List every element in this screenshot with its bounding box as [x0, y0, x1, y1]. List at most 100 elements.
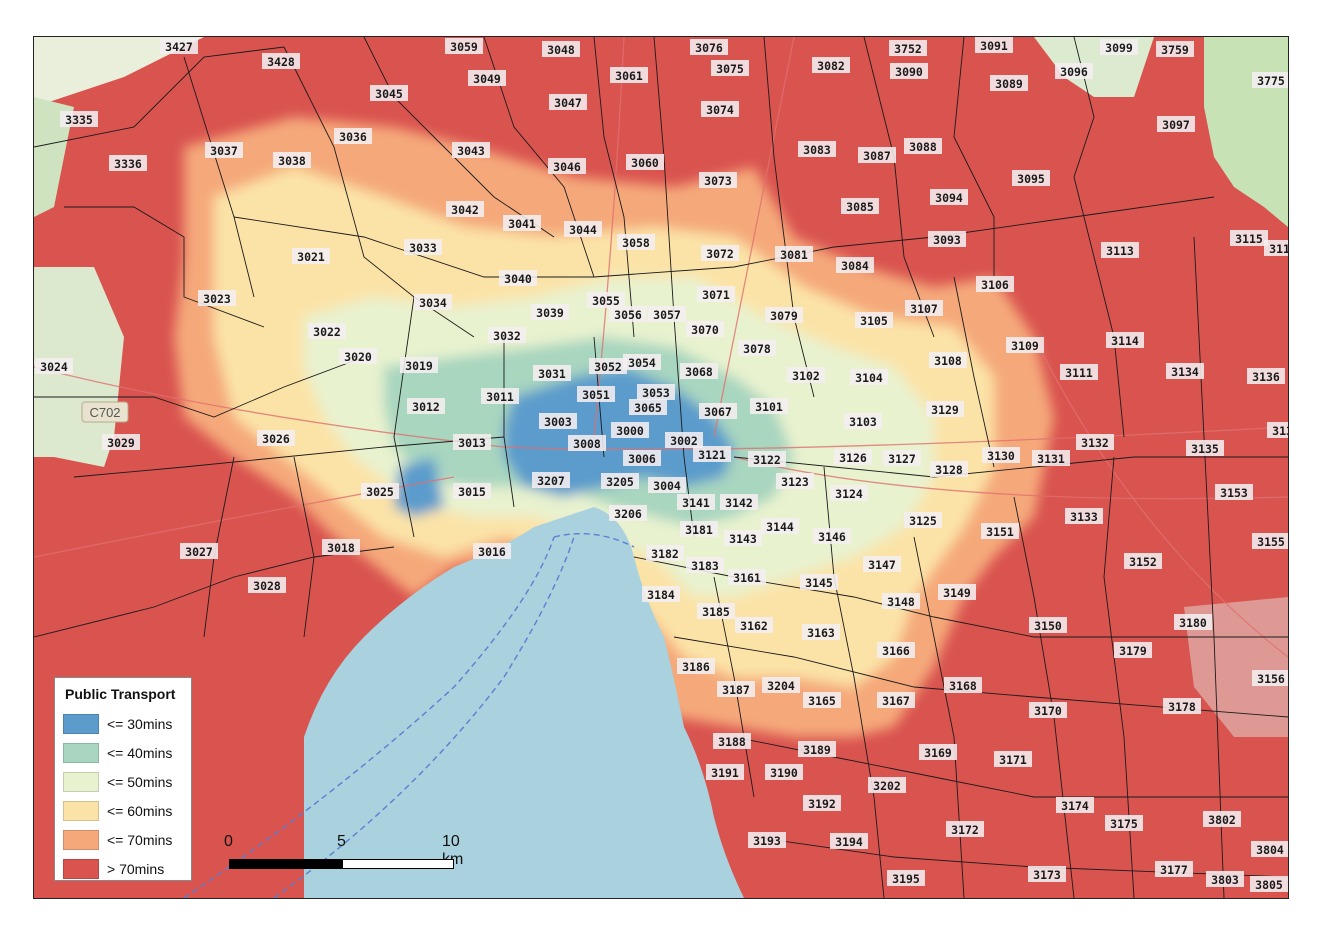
postcode-label: 3145: [800, 574, 838, 590]
postcode-label-bg: [453, 483, 491, 499]
postcode-label-bg: [982, 447, 1020, 463]
postcode-label: 3162: [735, 617, 773, 633]
postcode-label-text: 3146: [818, 530, 846, 544]
postcode-label: 3127: [883, 450, 921, 466]
postcode-label: 3156: [1252, 670, 1288, 686]
postcode-label-text: 3104: [855, 371, 883, 385]
postcode-label-text: 3006: [628, 452, 656, 466]
postcode-label: 3023: [198, 290, 236, 306]
postcode-label-bg: [887, 870, 925, 886]
road-shield: C702: [81, 401, 129, 423]
postcode-label: 3802: [1203, 811, 1241, 827]
postcode-label-bg: [735, 617, 773, 633]
postcode-label-bg: [361, 483, 399, 499]
postcode-label-text: 3142: [725, 496, 753, 510]
postcode-label-text: 3804: [1256, 843, 1284, 857]
postcode-label: 3172: [946, 821, 984, 837]
postcode-label-text: 3131: [1037, 452, 1065, 466]
postcode-label: 3146: [813, 528, 851, 544]
postcode-label-bg: [646, 545, 684, 561]
postcode-label-bg: [1250, 876, 1288, 892]
scale-bar-white: [342, 859, 454, 869]
postcode-label-bg: [976, 276, 1014, 292]
postcode-label-bg: [257, 430, 295, 446]
postcode-label: 3180: [1174, 614, 1212, 630]
postcode-label: 3102: [787, 367, 825, 383]
postcode-label-text: 3148: [887, 595, 915, 609]
postcode-label-text: 3037: [210, 144, 238, 158]
postcode-label-bg: [798, 741, 836, 757]
postcode-label-bg: [787, 367, 825, 383]
postcode-label-bg: [904, 138, 942, 154]
postcode-label-bg: [609, 306, 647, 322]
postcode-label-bg: [180, 543, 218, 559]
postcode-label: 3153: [1215, 484, 1253, 500]
postcode-label-text: 3132: [1081, 436, 1109, 450]
postcode-label: 3034: [414, 294, 452, 310]
postcode-label: 3097: [1157, 116, 1195, 132]
legend-item-70: <= 70mins: [63, 825, 183, 854]
postcode-label: 3012: [407, 398, 445, 414]
postcode-label-text: 3034: [419, 296, 447, 310]
postcode-label-text: 3128: [935, 463, 963, 477]
postcode-label-text: 3081: [780, 248, 808, 262]
postcode-label-text: 3163: [807, 626, 835, 640]
postcode-label-bg: [637, 384, 675, 400]
map-area[interactable]: C702 3427 3059 3048 3076 3752 3091 3099 3759 342…: [33, 36, 1289, 899]
postcode-label: 3175: [1105, 815, 1143, 831]
postcode-label: 3076: [690, 39, 728, 55]
postcode-label: 3091: [975, 37, 1013, 53]
postcode-label-bg: [680, 363, 718, 379]
postcode-label-bg: [701, 101, 739, 117]
postcode-label-bg: [102, 434, 140, 450]
postcode-label-bg: [1247, 368, 1285, 384]
postcode-label-text: 3172: [951, 823, 979, 837]
legend-label: <= 60mins: [107, 802, 173, 819]
postcode-label: 3073: [699, 172, 737, 188]
scale-label-5: 5: [337, 833, 346, 850]
postcode-label-text: 3083: [803, 143, 831, 157]
postcode-label-bg: [844, 413, 882, 429]
postcode-label-text: 3101: [755, 400, 783, 414]
postcode-label: 3206: [609, 505, 647, 521]
postcode-label-bg: [699, 172, 737, 188]
postcode-label-bg: [836, 257, 874, 273]
postcode-label-bg: [750, 398, 788, 414]
map-canvas[interactable]: C702 3427 3059 3048 3076 3752 3091 3099 3759342…: [34, 37, 1288, 898]
postcode-label-bg: [262, 53, 300, 69]
postcode-label: 3000: [611, 422, 649, 438]
postcode-label-text: 3051: [582, 388, 610, 402]
postcode-label: 3015: [453, 483, 491, 499]
postcode-label-text: 3075: [716, 62, 744, 76]
postcode-label-text: 3038: [278, 154, 306, 168]
postcode-label-text: 3102: [792, 369, 820, 383]
postcode-label: 3049: [468, 70, 506, 86]
postcode-label: 3057: [648, 306, 686, 322]
postcode-label: 3096: [1055, 63, 1093, 79]
postcode-label: 3111: [1060, 364, 1098, 380]
postcode-label: 3133: [1065, 508, 1103, 524]
postcode-label-bg: [724, 530, 762, 546]
postcode-label-text: 3205: [606, 475, 634, 489]
postcode-label-bg: [610, 67, 648, 83]
postcode-label-text: 3089: [995, 77, 1023, 91]
postcode-label-bg: [623, 354, 661, 370]
postcode-label-text: 3008: [573, 437, 601, 451]
postcode-label: 3186: [677, 658, 715, 674]
postcode-label: 3193: [748, 832, 786, 848]
postcode-label: 3149: [938, 584, 976, 600]
postcode-label-bg: [748, 832, 786, 848]
postcode-label-bg: [453, 434, 491, 450]
postcode-label-text: 3073: [704, 174, 732, 188]
postcode-label: 3190: [765, 764, 803, 780]
postcode-label-bg: [904, 512, 942, 528]
postcode-label: 3165: [803, 692, 841, 708]
postcode-label-bg: [706, 764, 744, 780]
postcode-label-text: 3074: [706, 103, 734, 117]
postcode-label-bg: [1114, 642, 1152, 658]
postcode-label-bg: [1056, 797, 1094, 813]
postcode-label: 3051: [577, 386, 615, 402]
postcode-label-bg: [1006, 337, 1044, 353]
postcode-label: 3194: [830, 833, 868, 849]
postcode-label-bg: [446, 201, 484, 217]
